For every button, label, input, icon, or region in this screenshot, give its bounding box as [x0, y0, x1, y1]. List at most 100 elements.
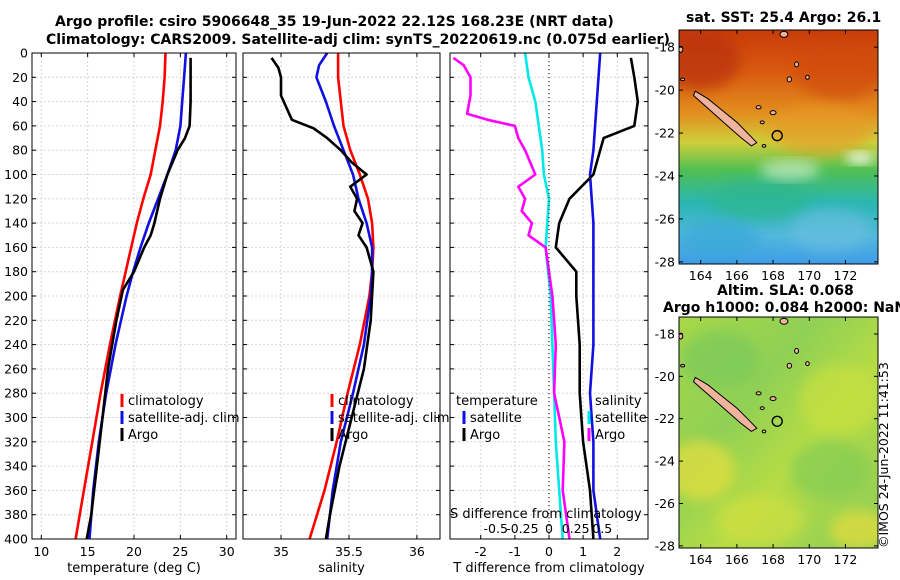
sst_map-y-tick-label: -24	[655, 168, 675, 183]
temperature-panel: 10 15 20 25 30020406080100120140160180200220…	[4, 46, 239, 577]
y-tick-label: 320	[4, 434, 28, 449]
sst_map-island	[779, 30, 789, 38]
difference-s-tick-label: -0.25	[506, 521, 538, 536]
y-tick-label: 220	[4, 313, 28, 328]
sla-map-title: Altim. SLA: 0.068	[717, 283, 854, 299]
sla_map: 164 166 168 170 172 -18 -20 -22 -24 -26 -28	[655, 316, 879, 567]
salinity-x-tick-label: 35	[273, 544, 289, 559]
difference-s-tick-label: 0.25	[562, 521, 590, 536]
difference-legend-temperature-title: temperature	[456, 394, 538, 409]
difference-s-tick-label: 0	[545, 521, 553, 536]
sla_map-island	[761, 429, 767, 434]
salinity-panel: 35 35.5 36 salinity climatology satellite-adj…	[242, 52, 450, 576]
temperature-xlabel: temperature (deg C)	[67, 561, 201, 576]
difference-x-tick-label: -2	[474, 544, 486, 559]
sla_map-y-tick-label: -28	[655, 538, 675, 553]
sst_map-y-tick-label: -28	[655, 254, 675, 269]
difference-legend-t-argo-label: Argo	[470, 428, 500, 443]
sst_map-field	[679, 21, 878, 264]
temperature-series-climatology	[74, 52, 167, 540]
sst_map-field-patch	[790, 208, 870, 252]
sla_map-island	[805, 361, 810, 367]
sla_map-island	[769, 396, 777, 402]
sla_map-island	[759, 406, 765, 411]
sla-map-subtitle: Argo h1000: 0.084 h2000: NaN	[663, 300, 900, 316]
y-tick-label: 280	[4, 386, 28, 401]
temperature-x-tick-label: 30	[219, 544, 235, 559]
y-tick-label: 360	[4, 483, 28, 498]
difference-x-tick-label: 2	[613, 544, 621, 559]
sst_map-new-caledonia	[692, 90, 758, 147]
sst_map-field-patch	[846, 152, 874, 164]
y-tick-label: 40	[12, 94, 28, 109]
salinity-x-tick-label: 35.5	[335, 544, 363, 559]
y-tick-label: 20	[12, 70, 28, 85]
sla_map-field-patch	[715, 495, 805, 545]
sla_map-x-tick-label: 164	[689, 552, 713, 567]
sla_map-island	[794, 347, 800, 354]
difference-legend-t-satellite-label: satellite	[470, 411, 522, 426]
y-tick-label: 80	[12, 143, 28, 158]
salinity-series-argo	[270, 57, 375, 540]
y-tick-label: 140	[4, 216, 28, 231]
sla_map-x-tick-label: 172	[834, 552, 858, 567]
temperature-legend-2-label: Argo	[128, 428, 158, 443]
temperature-x-tick-label: 10	[33, 544, 49, 559]
y-tick-label: 200	[4, 289, 28, 304]
sla_map-new-caledonia	[692, 376, 758, 432]
sla_map-y-tick-label: -22	[655, 411, 675, 426]
y-tick-label: 340	[4, 459, 28, 474]
salinity-legend-2-label: Argo	[338, 428, 368, 443]
y-tick-label: 60	[12, 118, 28, 133]
difference-xlabel: T difference from climatology	[452, 561, 645, 576]
y-tick-label: 180	[4, 264, 28, 279]
y-tick-label: 380	[4, 507, 28, 522]
sst_map-y-tick-label: -18	[655, 40, 675, 55]
sst_map-island	[794, 61, 800, 68]
main-title-line2: Climatology: CARS2009. Satellite-adj cli…	[46, 32, 670, 48]
sla_map-island	[679, 332, 684, 340]
sst_map-field-patch	[710, 180, 810, 220]
sla_map-island	[680, 364, 686, 368]
sla_map-island	[779, 317, 789, 325]
sla_map-x-tick-label: 166	[725, 552, 749, 567]
difference-legend-s-argo-label: Argo	[595, 428, 625, 443]
temperature-series-argo	[85, 57, 192, 540]
sla_map-y-tick-label: -24	[655, 454, 675, 469]
sst_map-island	[680, 77, 686, 82]
salinity-series-satellite-adj-clim	[315, 52, 374, 540]
sst_map-field-patch	[795, 40, 878, 100]
difference-series-temperature-argo	[554, 57, 640, 540]
sla_map-field	[679, 317, 878, 548]
difference-x-tick-label: 0	[545, 544, 553, 559]
sst_map-field-patch	[770, 105, 870, 155]
difference-legend-s-satellite-label: satellite	[595, 411, 647, 426]
sst_map-field-patch	[760, 160, 820, 180]
sst_map-x-tick-label: 168	[761, 268, 785, 283]
sla_map-field-patch	[790, 440, 870, 500]
y-tick-label: 120	[4, 191, 28, 206]
sst_map-island	[776, 21, 782, 26]
y-tick-label: 300	[4, 410, 28, 425]
y-tick-label: 160	[4, 240, 28, 255]
sla_map-x-tick-label: 168	[761, 552, 785, 567]
sst_map-island	[761, 144, 767, 148]
temperature-x-tick-label: 25	[172, 544, 188, 559]
sla_map-x-tick-label: 170	[797, 552, 821, 567]
salinity-legend-1-label: satellite-adj. clim	[338, 411, 450, 426]
sst_map-island	[759, 120, 765, 125]
sla_map-y-tick-label: -20	[655, 369, 675, 384]
difference-s-tick-label: -0.5	[484, 521, 508, 536]
sla_map-frame	[678, 316, 879, 549]
salinity-legend-0-label: climatology	[338, 394, 414, 409]
sst_map-y-tick-label: -26	[655, 211, 675, 226]
sst_map-x-tick-label: 172	[834, 268, 858, 283]
y-tick-label: 100	[4, 167, 28, 182]
salinity-series-climatology	[308, 53, 375, 540]
sla_map-island	[755, 391, 762, 396]
sst_map-x-tick-label: 166	[725, 268, 749, 283]
temperature-legend-1-label: satellite-adj. clim	[128, 411, 240, 426]
difference-panel: -2 -1 0 1 2 T difference from climatology temp…	[449, 52, 649, 576]
difference-series-temperature-satellite	[588, 52, 602, 540]
sst_map-argo-marker	[771, 129, 783, 142]
